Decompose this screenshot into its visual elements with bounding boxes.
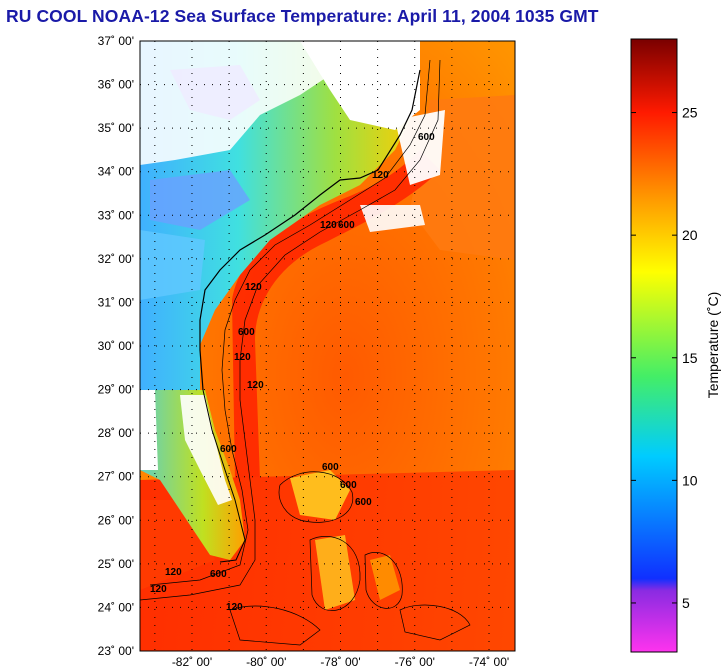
latitude-label: 37˚ 00' — [98, 34, 134, 48]
longitude-label: -78˚ 00' — [320, 655, 360, 669]
longitude-label: -80˚ 00' — [246, 655, 286, 669]
contour-label: 120 — [234, 352, 251, 363]
latitude-label: 24˚ 00' — [98, 600, 134, 614]
latitude-label: 29˚ 00' — [98, 383, 134, 397]
latitude-label: 32˚ 00' — [98, 252, 134, 266]
latitude-label: 35˚ 00' — [98, 121, 134, 135]
contour-label: 600 — [322, 462, 339, 473]
colorbar-scale — [630, 38, 678, 653]
latitude-label: 28˚ 00' — [98, 426, 134, 440]
latitude-label: 26˚ 00' — [98, 513, 134, 527]
contour-label: 120 — [150, 584, 167, 595]
contour-label: 120 — [320, 220, 337, 231]
map-grid — [140, 41, 515, 651]
latitude-label: 31˚ 00' — [98, 295, 134, 309]
colorbar-tick-label: 15 — [682, 350, 698, 366]
map-frame — [139, 40, 516, 652]
longitude-label: -74˚ 00' — [469, 655, 509, 669]
contour-label: 120 — [245, 282, 262, 293]
longitude-label: -76˚ 00' — [395, 655, 435, 669]
contour-label: 120 — [165, 567, 182, 578]
latitude-label: 34˚ 00' — [98, 165, 134, 179]
contour-label: 120 — [372, 170, 389, 181]
latitude-label: 36˚ 00' — [98, 78, 134, 92]
colorbar-tick-label: 10 — [682, 472, 698, 488]
contour-label: 600 — [355, 497, 372, 508]
map-title: RU COOL NOAA-12 Sea Surface Temperature:… — [6, 6, 599, 26]
longitude-labels: -82˚ 00' -80˚ 00' -78˚ 00' -76˚ 00' -74˚ 00' — [172, 655, 509, 669]
contour-label: 600 — [210, 569, 227, 580]
contour-label: 120 — [226, 602, 243, 613]
colorbar-label: Temperature (˚C) — [705, 292, 721, 399]
contour-label: 600 — [418, 132, 435, 143]
contour-label: 120 — [247, 380, 264, 391]
latitude-labels: 37˚ 00' 36˚ 00' 35˚ 00' 34˚ 00' 33˚ 00' 32˚ 0… — [98, 34, 134, 658]
latitude-label: 27˚ 00' — [98, 470, 134, 484]
colorbar-tick-label: 5 — [682, 595, 690, 611]
colorbar-tick-label: 20 — [682, 227, 698, 243]
contour-label: 600 — [340, 480, 357, 491]
colorbar-tick-label: 25 — [682, 105, 698, 121]
contour-label: 600 — [220, 444, 237, 455]
longitude-label: -82˚ 00' — [172, 655, 212, 669]
latitude-label: 33˚ 00' — [98, 208, 134, 222]
colorbar-ticks: 5 10 15 20 25 — [631, 105, 698, 611]
contour-label: 600 — [338, 220, 355, 231]
latitude-label: 30˚ 00' — [98, 339, 134, 353]
contour-label: 600 — [238, 327, 255, 338]
latitude-label: 23˚ 00' — [98, 644, 134, 658]
latitude-label: 25˚ 00' — [98, 557, 134, 571]
